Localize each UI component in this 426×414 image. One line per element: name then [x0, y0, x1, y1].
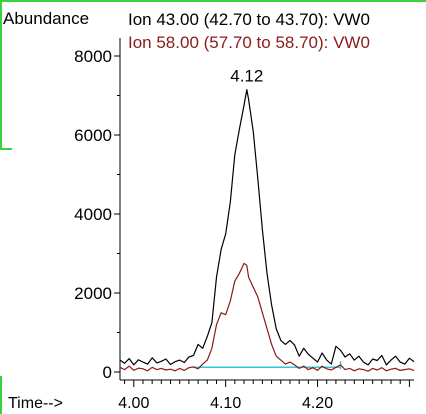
y-tick-label: 8000 — [74, 47, 112, 66]
y-tick-label: 6000 — [74, 126, 112, 145]
x-tick-label: 4.10 — [210, 395, 241, 412]
frame-left-border-upper — [0, 0, 2, 150]
peak-label: 4.12 — [230, 67, 263, 86]
x-axis-label: Time--> — [8, 395, 63, 412]
legend-ion-43: Ion 43.00 (42.70 to 43.70): VW0 — [128, 10, 370, 29]
axes: 0 2000 4000 6000 8000 4.00 4.10 4.20 — [74, 38, 414, 412]
frame-top-border — [0, 0, 426, 2]
y-axis-label: Abundance — [3, 9, 89, 28]
y-tick-label: 4000 — [74, 205, 112, 224]
series-line-ion-58 — [119, 262, 415, 372]
frame-left-tick — [0, 148, 12, 150]
plot-area: 4.12 — [119, 67, 415, 372]
legend-ion-58: Ion 58.00 (57.70 to 58.70): VW0 — [128, 33, 370, 52]
x-tick-label: 4.00 — [118, 395, 149, 412]
y-tick-label: 0 — [103, 363, 112, 382]
y-tick-label: 2000 — [74, 284, 112, 303]
series-line-ion-43 — [119, 88, 415, 366]
x-tick-label: 4.20 — [302, 395, 333, 412]
frame-left-border-lower — [0, 376, 2, 414]
